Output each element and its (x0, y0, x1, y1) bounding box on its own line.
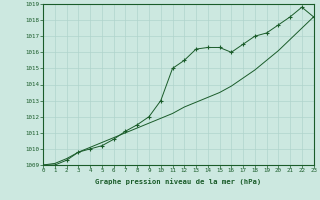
X-axis label: Graphe pression niveau de la mer (hPa): Graphe pression niveau de la mer (hPa) (95, 178, 261, 185)
